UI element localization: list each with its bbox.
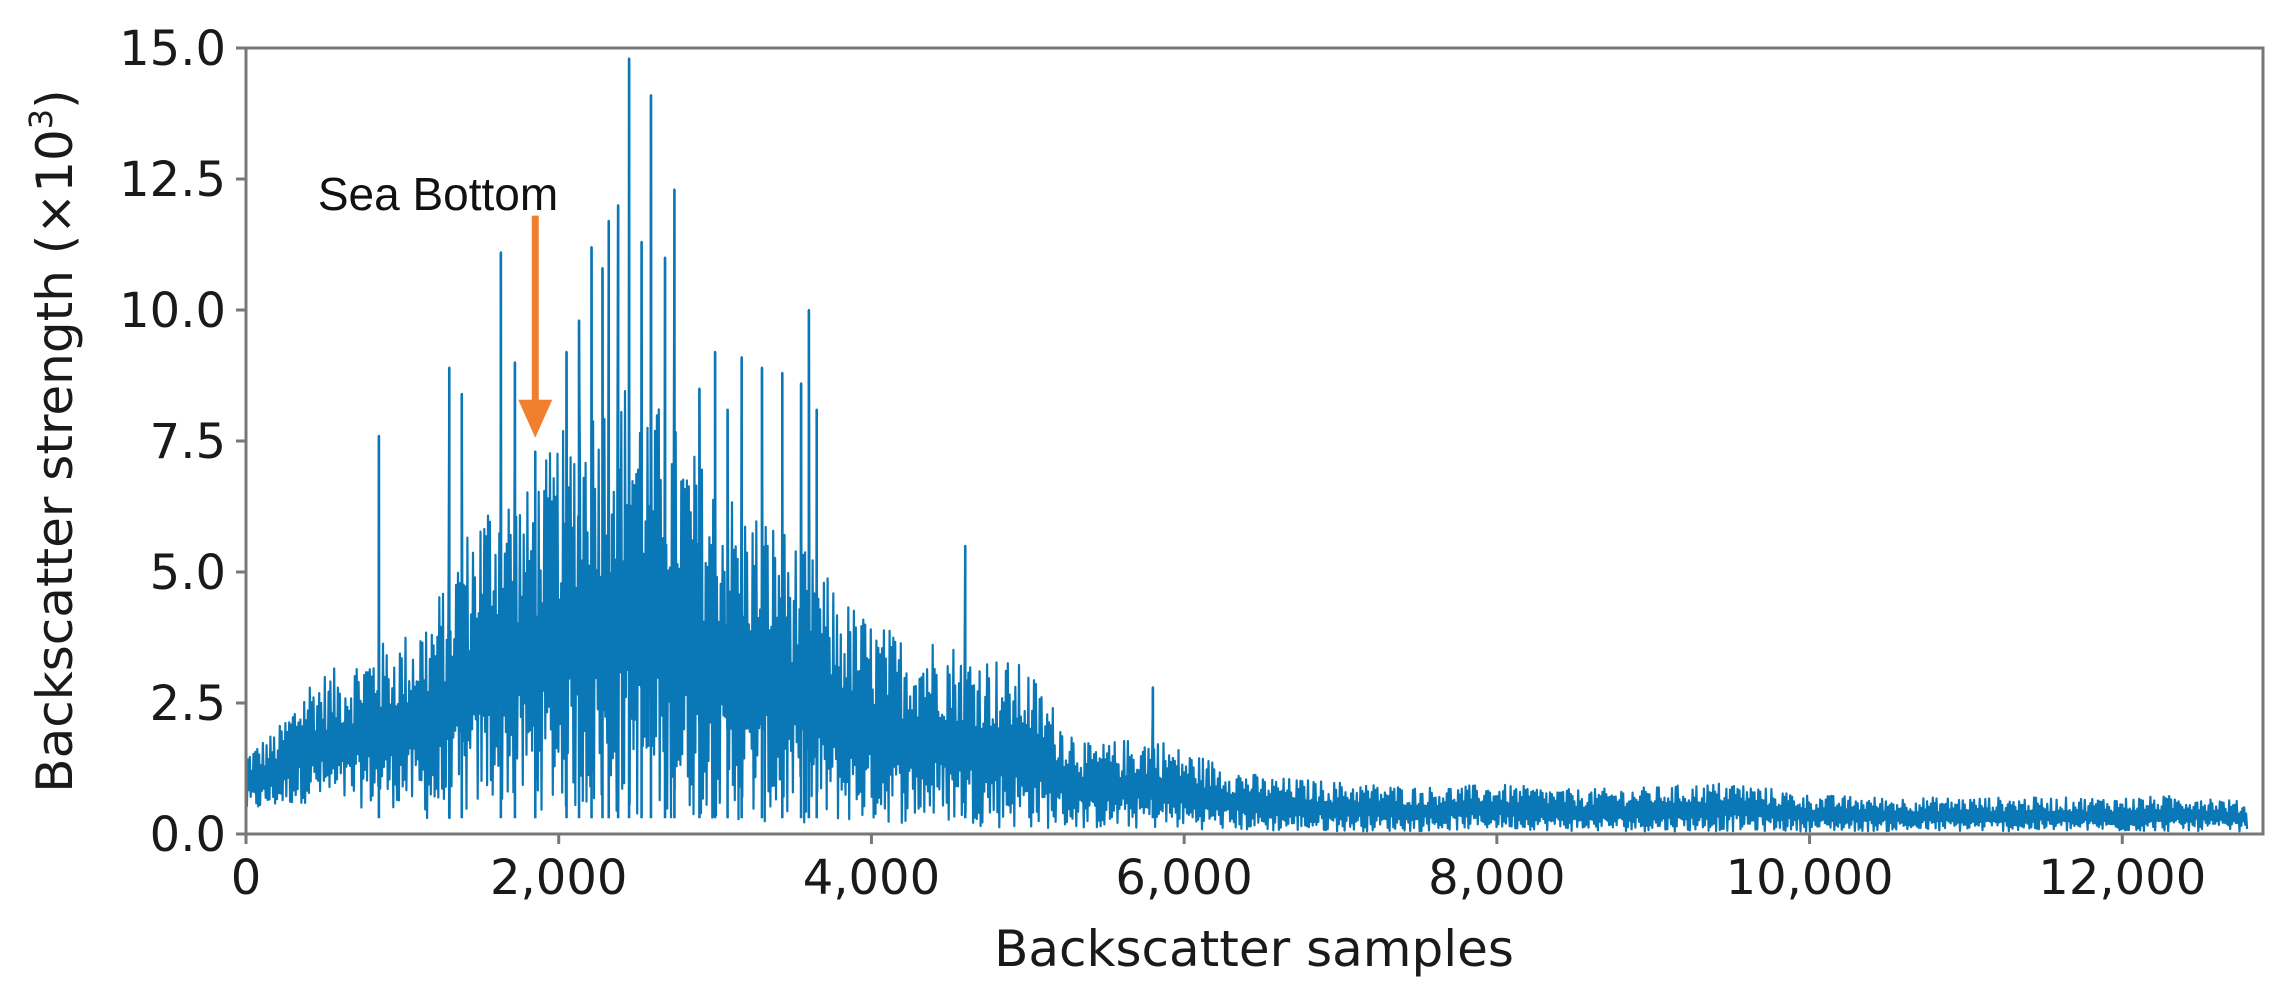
y-axis-title: Backscatter strength (×103) <box>22 89 84 792</box>
x-axis-title: Backscatter samples <box>994 920 1514 978</box>
y-tick-label: 2.5 <box>150 676 226 732</box>
y-tick-label: 10.0 <box>119 283 226 339</box>
y-tick-label: 0.0 <box>150 807 226 863</box>
y-tick-label: 5.0 <box>150 545 226 601</box>
plot-area-frame <box>244 46 2265 836</box>
annotation-arrowhead <box>518 399 553 438</box>
y-tick-label: 15.0 <box>119 21 226 77</box>
plot-series <box>244 57 2249 833</box>
y-axis-title-text: Backscatter strength (×10 <box>26 129 84 793</box>
y-tick-label: 12.5 <box>119 152 226 208</box>
x-tick-label: 10,000 <box>1726 850 1894 906</box>
x-axis: 0 2,000 4,000 6,000 8,000 10,000 12,000 <box>231 834 2206 906</box>
x-tick-label: 4,000 <box>803 850 940 906</box>
x-tick-label: 0 <box>231 850 262 906</box>
y-axis: 0.0 2.5 5.0 7.5 10.0 12.5 15.0 <box>119 21 246 863</box>
y-axis-title-exponent: 3 <box>22 109 60 129</box>
x-tick-label: 8,000 <box>1428 850 1565 906</box>
annotation-sea-bottom: Sea Bottom <box>318 168 558 438</box>
x-tick-label: 6,000 <box>1115 850 1252 906</box>
y-axis-title-close: ) <box>26 89 84 109</box>
annotation-label: Sea Bottom <box>318 168 558 220</box>
x-tick-label: 12,000 <box>2038 850 2206 906</box>
y-tick-label: 7.5 <box>150 414 226 470</box>
x-tick-label: 2,000 <box>490 850 627 906</box>
series-line <box>244 57 2249 833</box>
